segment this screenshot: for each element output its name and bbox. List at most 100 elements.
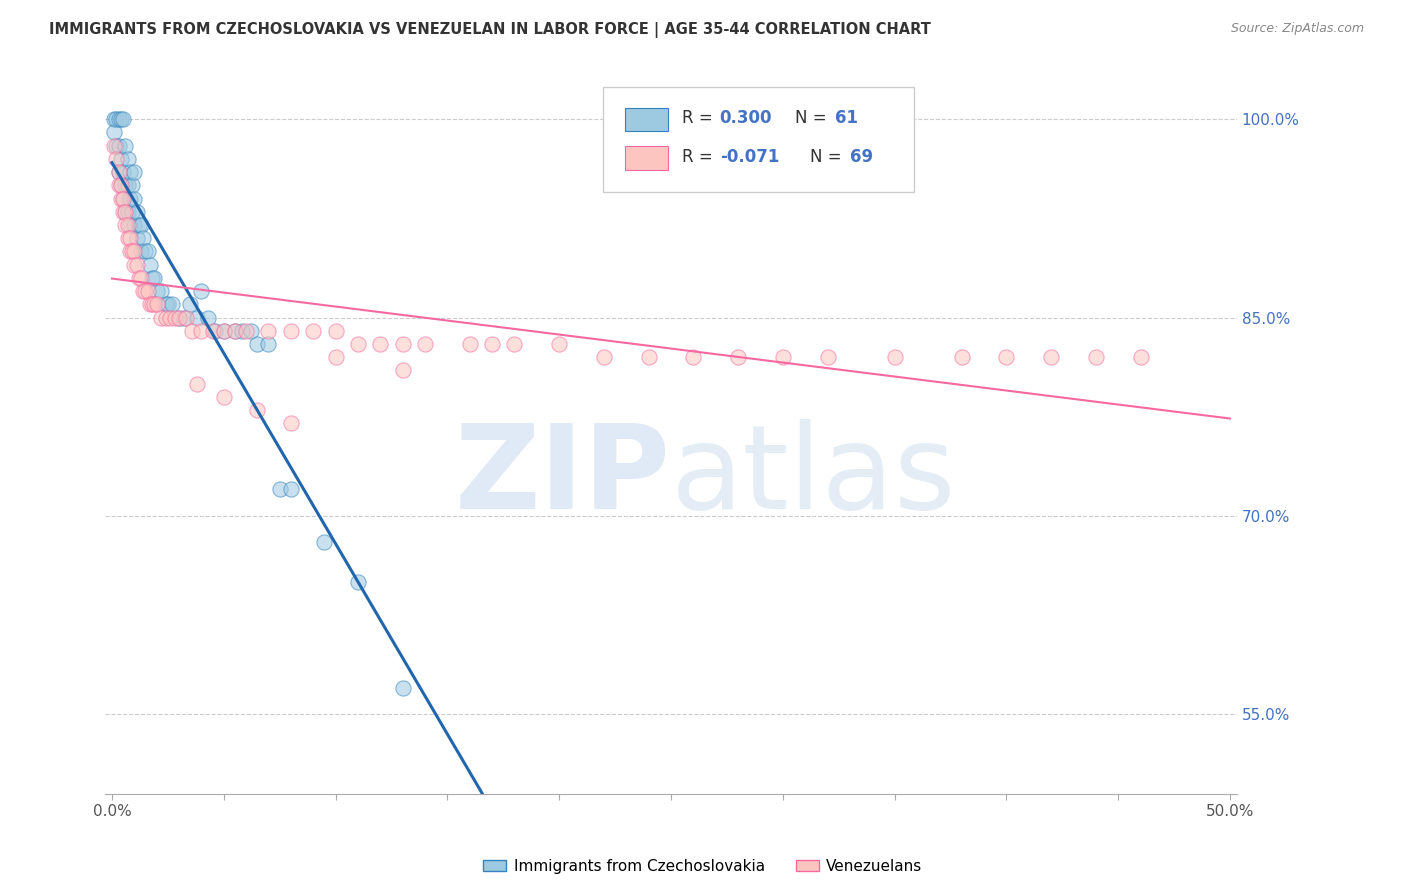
Point: [105, 152, 128, 166]
Point: [204, 324, 226, 338]
Point: [190, 284, 212, 298]
Point: [179, 297, 201, 311]
Point: [103, 112, 125, 127]
Point: [314, 535, 336, 549]
Point: [141, 297, 163, 311]
Point: [368, 337, 391, 351]
Point: [132, 231, 155, 245]
Point: [212, 390, 235, 404]
Point: [181, 324, 204, 338]
Point: [167, 310, 190, 325]
Point: [235, 324, 257, 338]
Point: [118, 244, 141, 259]
Point: [134, 284, 156, 298]
Point: [186, 310, 208, 325]
Point: [174, 310, 197, 325]
Point: [156, 297, 179, 311]
Text: 61: 61: [835, 110, 858, 128]
Point: [105, 112, 128, 127]
Text: 69: 69: [849, 148, 873, 166]
Point: [103, 126, 125, 140]
Point: [883, 351, 905, 365]
Point: [727, 351, 749, 365]
Point: [121, 244, 143, 259]
Point: [155, 310, 177, 325]
Point: [117, 231, 139, 245]
Point: [112, 112, 135, 127]
Point: [817, 351, 839, 365]
Point: [239, 324, 262, 338]
Point: [155, 297, 177, 311]
Bar: [624, 146, 668, 170]
Point: [145, 284, 167, 298]
Point: [112, 192, 135, 206]
Point: [246, 337, 269, 351]
Point: [145, 297, 167, 311]
Point: [117, 218, 139, 232]
Point: [413, 337, 436, 351]
Point: [124, 192, 146, 206]
Point: [128, 271, 150, 285]
Point: [105, 138, 128, 153]
Text: 0.300: 0.300: [720, 110, 772, 128]
Point: [280, 483, 302, 497]
Point: [682, 351, 704, 365]
Point: [347, 575, 370, 590]
Point: [224, 324, 246, 338]
Point: [150, 284, 173, 298]
Point: [141, 271, 163, 285]
Point: [150, 310, 173, 325]
Point: [107, 165, 129, 179]
Point: [107, 112, 129, 127]
Point: [197, 310, 219, 325]
Point: [107, 178, 129, 193]
Text: R =: R =: [682, 148, 718, 166]
Legend: Immigrants from Czechoslovakia, Venezuelans: Immigrants from Czechoslovakia, Venezuel…: [478, 853, 928, 880]
Text: Source: ZipAtlas.com: Source: ZipAtlas.com: [1230, 22, 1364, 36]
Text: N =: N =: [796, 110, 832, 128]
Point: [125, 231, 148, 245]
Point: [391, 681, 413, 695]
Point: [125, 204, 148, 219]
Point: [112, 192, 135, 206]
Point: [1040, 351, 1063, 365]
Point: [136, 244, 159, 259]
Point: [163, 310, 186, 325]
Point: [110, 178, 132, 193]
Point: [117, 152, 139, 166]
Point: [231, 324, 253, 338]
Text: R =: R =: [682, 110, 718, 128]
Point: [481, 337, 503, 351]
Text: -0.071: -0.071: [720, 148, 779, 166]
Point: [772, 351, 794, 365]
Point: [112, 165, 135, 179]
Point: [246, 403, 269, 417]
Point: [124, 258, 146, 272]
Point: [391, 337, 413, 351]
Point: [110, 192, 132, 206]
Point: [107, 165, 129, 179]
Point: [118, 231, 141, 245]
Point: [995, 351, 1018, 365]
Point: [107, 138, 129, 153]
Point: [637, 351, 659, 365]
Point: [110, 178, 132, 193]
Point: [302, 324, 325, 338]
Point: [114, 218, 136, 232]
Point: [103, 138, 125, 153]
Point: [1084, 351, 1107, 365]
Point: [124, 244, 146, 259]
Point: [280, 417, 302, 431]
Bar: [624, 108, 668, 131]
Point: [114, 204, 136, 219]
Text: IMMIGRANTS FROM CZECHOSLOVAKIA VS VENEZUELAN IN LABOR FORCE | AGE 35-44 CORRELAT: IMMIGRANTS FROM CZECHOSLOVAKIA VS VENEZU…: [49, 22, 931, 38]
Point: [128, 218, 150, 232]
Point: [325, 324, 347, 338]
Point: [129, 244, 152, 259]
Point: [134, 244, 156, 259]
Point: [114, 138, 136, 153]
Point: [118, 165, 141, 179]
Point: [1129, 351, 1152, 365]
Point: [950, 351, 973, 365]
Text: N =: N =: [810, 148, 846, 166]
